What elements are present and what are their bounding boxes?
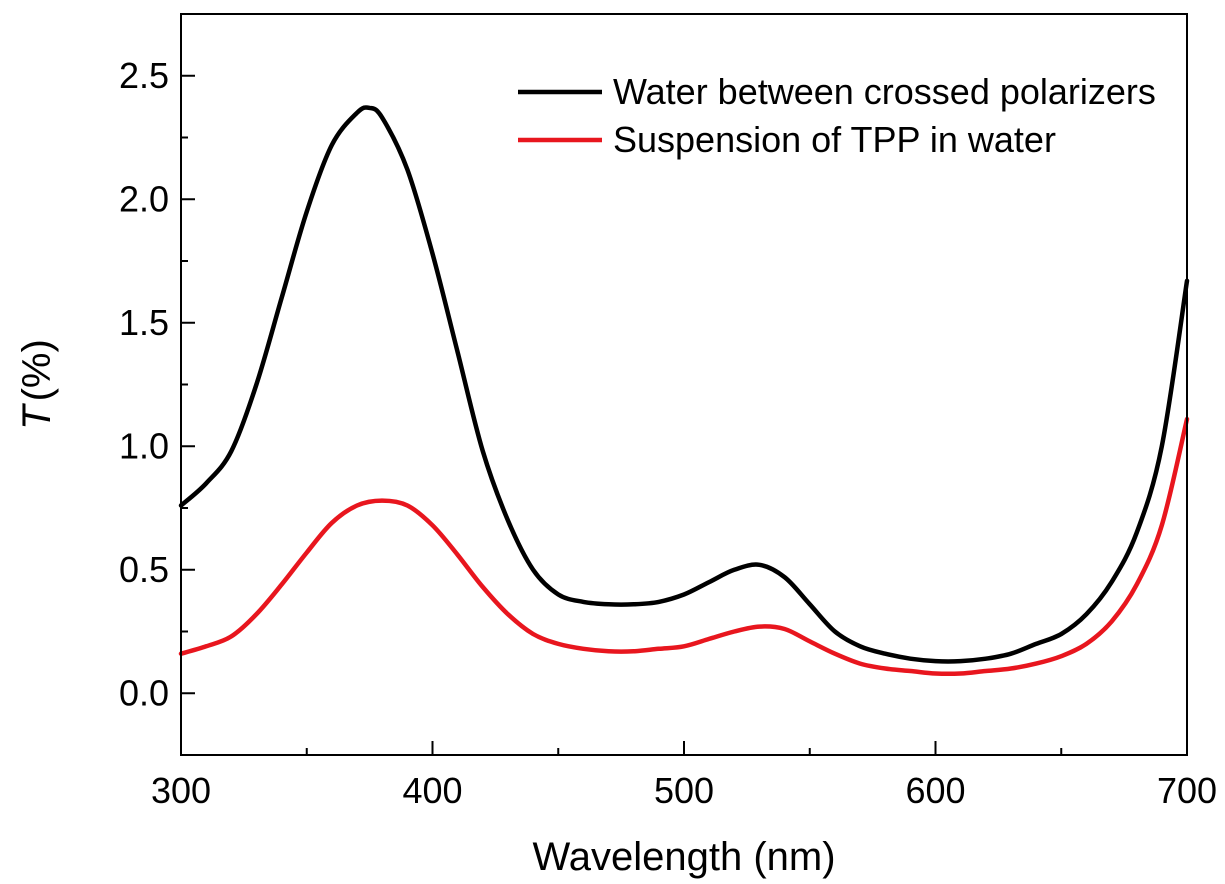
series-lines (178, 105, 1190, 677)
legend-label: Suspension of TPP in water (613, 119, 1056, 160)
ticks: 300 400 500 600 700 0.0 0.5 1.0 1.5 2.0 2.5 (119, 13, 1217, 811)
y-tick-label: 1.0 (119, 425, 169, 466)
series-line-water (178, 105, 1190, 664)
y-tick-label: 0.0 (119, 672, 169, 713)
legend: Water between crossed polarizers Suspensi… (518, 71, 1156, 160)
y-tick-label: 2.0 (119, 178, 169, 219)
x-axis-title: Wavelength (nm) (532, 835, 835, 879)
x-tick-label: 600 (905, 770, 965, 811)
legend-label: Water between crossed polarizers (613, 71, 1156, 112)
y-tick-label: 0.5 (119, 549, 169, 590)
x-tick-label: 700 (1157, 770, 1217, 811)
x-tick-label: 300 (151, 770, 211, 811)
x-tick-label: 400 (402, 770, 462, 811)
y-axis-unit: (%) (15, 339, 59, 401)
plot-frame (180, 13, 1188, 756)
y-tick-label: 2.5 (119, 55, 169, 96)
series-line-tpp (178, 416, 1190, 677)
y-axis-symbol: T (15, 403, 59, 430)
y-axis-title: T(%) (15, 339, 59, 430)
y-tick-label: 1.5 (119, 302, 169, 343)
x-tick-label: 500 (654, 770, 714, 811)
